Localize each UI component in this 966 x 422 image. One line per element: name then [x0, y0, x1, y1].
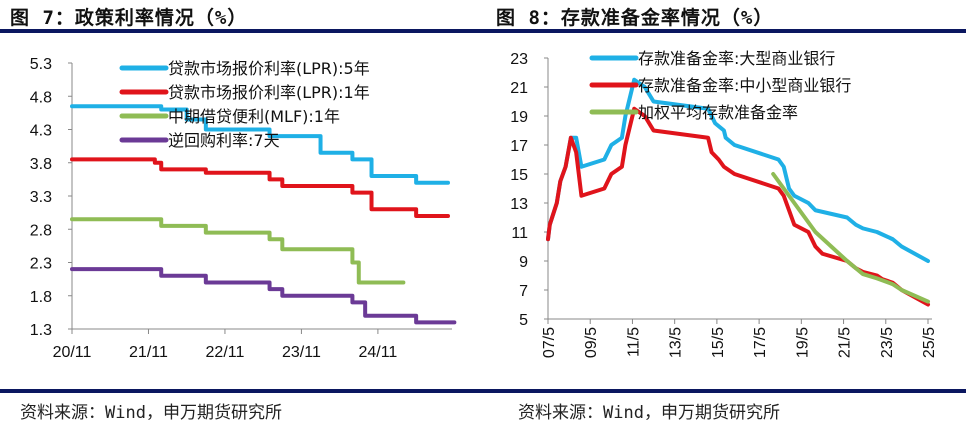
y-tick-label: 17: [510, 138, 528, 155]
legend-label: 逆回购利率:7天: [168, 131, 280, 150]
series-line-3: [771, 172, 930, 304]
x-tick-label: 13/5: [668, 327, 685, 358]
x-tick-label: 20/11: [53, 344, 92, 361]
y-tick-label: 5.3: [30, 56, 52, 73]
y-tick-label: 4.3: [30, 123, 52, 140]
y-tick-label: 5: [519, 312, 528, 329]
y-tick-label: 15: [510, 167, 528, 184]
x-tick-label: 23/11: [282, 344, 321, 361]
legend-label: 加权平均存款准备金率: [638, 103, 798, 122]
series-line-1: [70, 104, 450, 185]
y-tick-label: 3.3: [30, 189, 52, 206]
x-tick-label: 21/11: [129, 344, 168, 361]
x-tick-label: 25/5: [921, 327, 938, 358]
legend-label: 存款准备金率:大型商业银行: [638, 49, 835, 68]
legend-label: 存款准备金率:中小型商业银行: [638, 76, 851, 95]
series-line-4: [70, 267, 457, 325]
top-rule: [0, 29, 966, 33]
y-tick-label: 9: [519, 254, 528, 271]
y-tick-label: 3.8: [30, 156, 52, 173]
y-tick-label: 21: [510, 80, 528, 97]
y-tick-label: 11: [511, 225, 528, 242]
x-tick-label: 17/5: [752, 327, 769, 358]
figure-8-title: 图 8：存款准备金率情况（%）: [496, 7, 774, 29]
x-tick-label: 19/5: [794, 327, 811, 358]
y-tick-label: 7: [519, 283, 528, 300]
legend-label: 中期借贷便利(MLF):1年: [168, 107, 340, 126]
x-tick-label: 23/5: [879, 327, 896, 358]
legend-label: 贷款市场报价利率(LPR):1年: [168, 83, 370, 102]
y-tick-label: 2.3: [30, 256, 52, 273]
legend-label: 贷款市场报价利率(LPR):5年: [168, 59, 370, 78]
y-tick-label: 1.3: [30, 322, 52, 339]
x-tick-label: 24/11: [358, 344, 397, 361]
x-tick-label: 15/5: [710, 327, 727, 358]
y-tick-label: 13: [510, 196, 528, 213]
chart-2: 5 7 9 11 13 15 17 19 21 23 07/5 09/5 11/5 13/5 15/5 17/…: [510, 49, 938, 358]
x-tick-label: 09/5: [583, 327, 600, 358]
x-tick-label: 21/5: [837, 327, 854, 358]
figure-7-title: 图 7：政策利率情况（%）: [10, 7, 248, 29]
y-tick-label: 1.8: [30, 289, 52, 306]
y-tick-label: 4.8: [30, 89, 52, 106]
x-tick-label: 11/5: [625, 327, 642, 357]
y-tick-label: 2.8: [30, 222, 52, 239]
x-tick-label: 22/11: [206, 344, 245, 361]
series-line-2: [70, 157, 450, 218]
y-tick-label: 19: [510, 109, 528, 126]
chart-1: 1.3 1.8 2.3 2.8 3.3 3.8 4.3 4.8 5.3 20/11 21/11 22/…: [30, 56, 457, 361]
bottom-rule: [0, 389, 966, 393]
y-tick-label: 23: [510, 51, 528, 68]
series-line-3: [70, 217, 406, 285]
figure-7-source: 资料来源：Wind，申万期货研究所: [20, 403, 282, 422]
x-tick-label: 07/5: [541, 327, 558, 358]
figure-8-source: 资料来源：Wind，申万期货研究所: [518, 403, 780, 422]
